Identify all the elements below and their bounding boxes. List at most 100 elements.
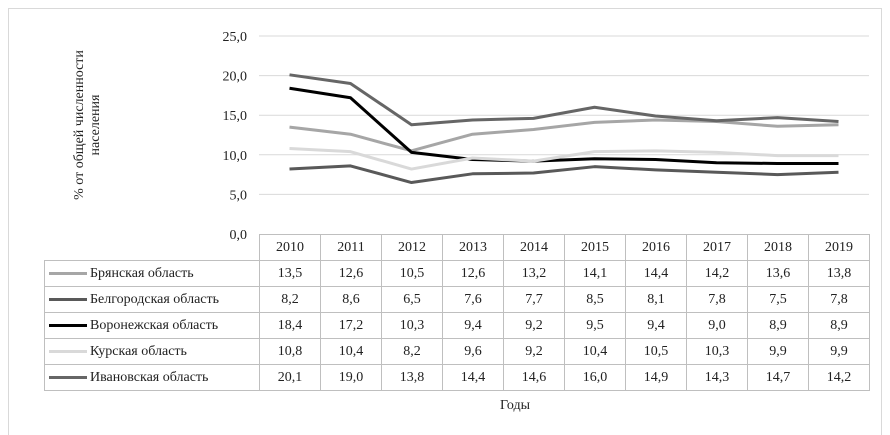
data-label: 7,8: [808, 286, 870, 313]
data-label: 9,5: [564, 312, 626, 339]
data-table: 2010 2011 2012 2013 2014 2015 2016 2017 2018 2019…: [44, 234, 870, 391]
legend-swatch: [49, 271, 87, 275]
data-label: 14,9: [625, 364, 687, 391]
x-tick-label: 2019: [808, 234, 870, 261]
data-label: 9,4: [625, 312, 687, 339]
data-label: 8,1: [625, 286, 687, 313]
data-label: 14,3: [686, 364, 748, 391]
series-line-3: [289, 86, 839, 166]
legend-entry: Курская область: [44, 338, 260, 365]
data-label: 8,5: [564, 286, 626, 313]
series-line-2: [289, 164, 839, 185]
data-label: 7,5: [747, 286, 809, 313]
table-corner: [44, 234, 260, 261]
data-label: 14,6: [503, 364, 565, 391]
data-label: 8,9: [808, 312, 870, 339]
data-label: 8,2: [381, 338, 443, 365]
table-row: Брянская область 13,5 12,6 10,5 12,6 13,2 14,1…: [44, 260, 870, 287]
y-axis-label: % от общей численности населения: [72, 50, 103, 200]
data-label: 6,5: [381, 286, 443, 313]
data-label: 20,1: [259, 364, 321, 391]
y-tick-label: 10,0: [223, 149, 248, 164]
data-label: 14,7: [747, 364, 809, 391]
data-label: 9,9: [808, 338, 870, 365]
data-label: 9,6: [442, 338, 504, 365]
y-tick-label: 20,0: [223, 70, 248, 85]
series-line-4: [289, 146, 839, 171]
data-label: 10,5: [625, 338, 687, 365]
legend-swatch: [49, 349, 87, 353]
table-row: Курская область 10,8 10,4 8,2 9,6 9,2 10,4 10,5…: [44, 338, 870, 365]
legend-label: Курская область: [90, 343, 187, 359]
x-tick-label: 2012: [381, 234, 443, 261]
table-row: Воронежская область 18,4 17,2 10,3 9,4 9,2 9,5…: [44, 312, 870, 339]
y-tick-label: 25,0: [223, 30, 248, 45]
legend-entry: Брянская область: [44, 260, 260, 287]
data-label: 13,8: [808, 260, 870, 287]
x-tick-label: 2017: [686, 234, 748, 261]
legend-entry: Ивановская область: [44, 364, 260, 391]
data-label: 12,6: [442, 260, 504, 287]
chart-frame: [8, 8, 882, 435]
legend-label: Брянская область: [90, 265, 194, 281]
data-label: 13,5: [259, 260, 321, 287]
data-label: 8,6: [320, 286, 382, 313]
table-row: Белгородская область 8,2 8,6 6,5 7,6 7,7 8,5 8,…: [44, 286, 870, 313]
x-tick-label: 2015: [564, 234, 626, 261]
data-label: 19,0: [320, 364, 382, 391]
data-label: 8,2: [259, 286, 321, 313]
y-axis-label-text: % от общей численности населения: [72, 50, 103, 200]
x-tick-label: 2016: [625, 234, 687, 261]
data-label: 7,7: [503, 286, 565, 313]
data-label: 7,8: [686, 286, 748, 313]
y-tick-label: 5,0: [230, 188, 248, 203]
y-tick-label: 15,0: [223, 109, 248, 124]
x-tick-label: 2010: [259, 234, 321, 261]
x-axis-label: Годы: [500, 398, 530, 413]
data-label: 13,2: [503, 260, 565, 287]
data-label: 9,0: [686, 312, 748, 339]
data-label: 13,6: [747, 260, 809, 287]
data-label: 14,4: [625, 260, 687, 287]
data-label: 16,0: [564, 364, 626, 391]
data-label: 12,6: [320, 260, 382, 287]
data-label: 13,8: [381, 364, 443, 391]
data-label: 10,3: [381, 312, 443, 339]
data-label: 18,4: [259, 312, 321, 339]
legend-label: Воронежская область: [90, 317, 219, 333]
x-tick-label: 2011: [320, 234, 382, 261]
data-label: 9,9: [747, 338, 809, 365]
legend-swatch: [49, 375, 87, 379]
series-lines: [289, 73, 839, 185]
data-label: 9,2: [503, 312, 565, 339]
data-label: 10,3: [686, 338, 748, 365]
legend-entry: Воронежская область: [44, 312, 260, 339]
x-tick-label: 2013: [442, 234, 504, 261]
legend-swatch: [49, 323, 87, 327]
data-label: 14,2: [808, 364, 870, 391]
data-label: 17,2: [320, 312, 382, 339]
data-label: 9,4: [442, 312, 504, 339]
data-label: 14,2: [686, 260, 748, 287]
data-label: 7,6: [442, 286, 504, 313]
series-line-1: [289, 118, 839, 153]
data-label: 10,5: [381, 260, 443, 287]
x-tick-label: 2014: [503, 234, 565, 261]
legend-label: Ивановская область: [90, 369, 209, 385]
table-row: Ивановская область 20,1 19,0 13,8 14,4 14,6 16…: [44, 364, 870, 391]
legend-label: Белгородская область: [90, 291, 220, 307]
x-tick-label: 2018: [747, 234, 809, 261]
data-label: 10,4: [320, 338, 382, 365]
data-label: 14,1: [564, 260, 626, 287]
series-line-5: [289, 73, 839, 127]
legend-swatch: [49, 297, 87, 301]
data-label: 14,4: [442, 364, 504, 391]
legend-entry: Белгородская область: [44, 286, 260, 313]
y-tick-labels: 0,05,010,015,020,025,0: [223, 30, 248, 243]
data-label: 10,8: [259, 338, 321, 365]
data-label: 8,9: [747, 312, 809, 339]
data-label: 10,4: [564, 338, 626, 365]
table-header-row: 2010 2011 2012 2013 2014 2015 2016 2017 2018 2019: [44, 234, 870, 261]
data-label: 9,2: [503, 338, 565, 365]
